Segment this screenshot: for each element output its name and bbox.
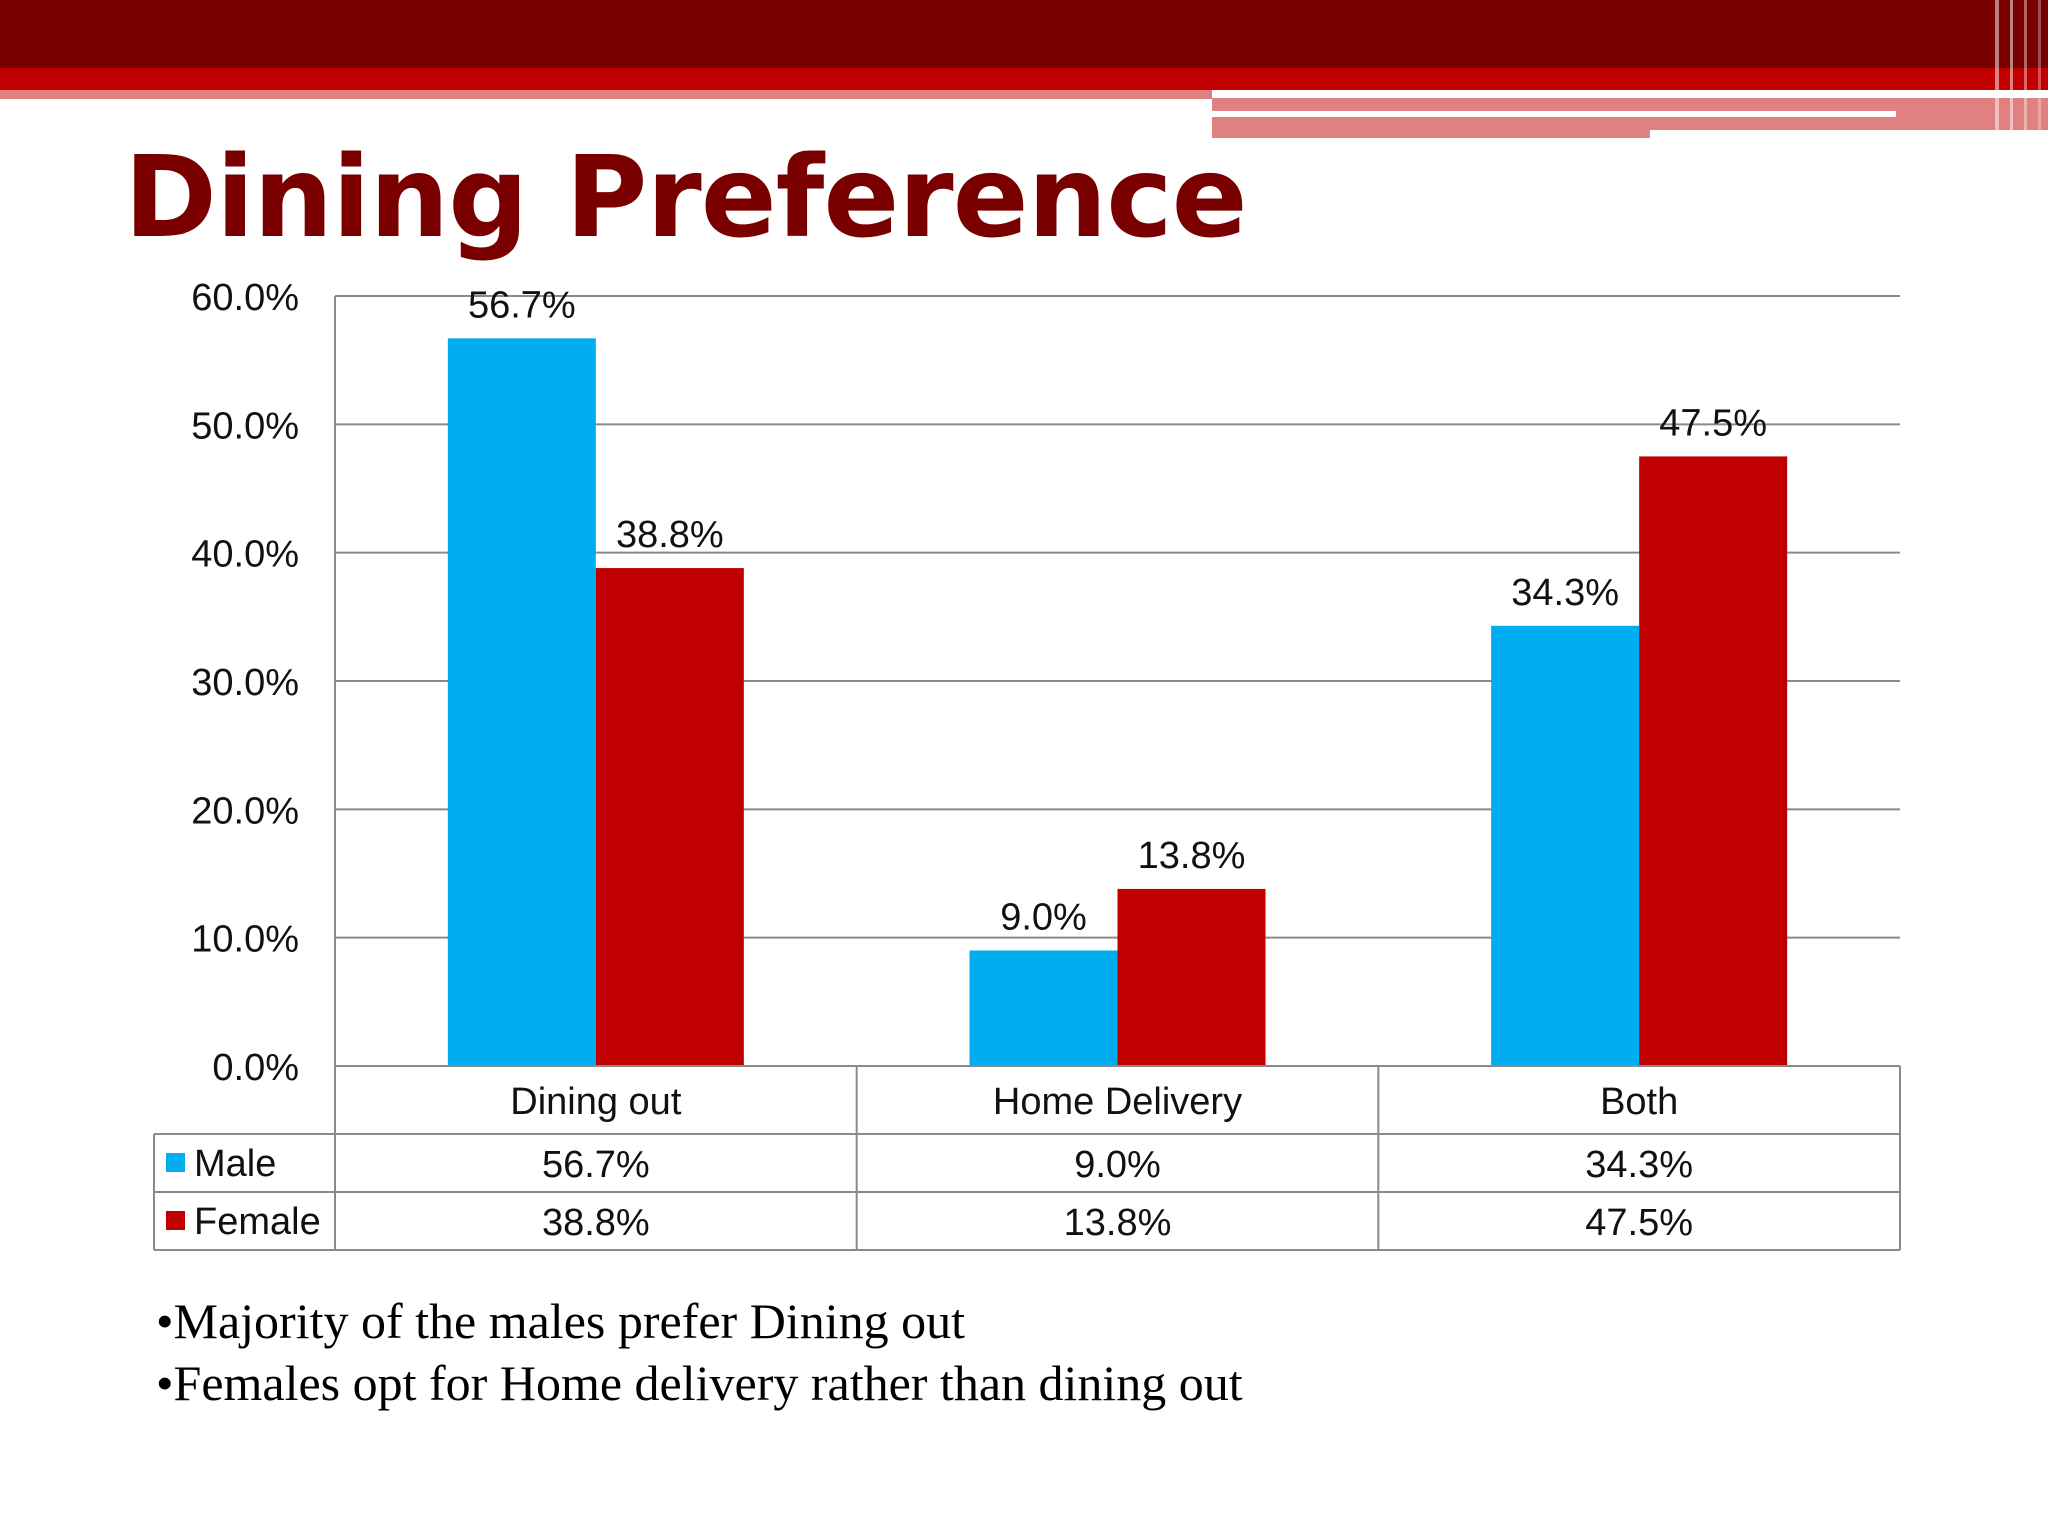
legend-swatch-male [166, 1153, 185, 1172]
legend-label: Female [194, 1201, 321, 1243]
y-axis: 0.0% 10.0% 20.0% 30.0% 40.0% 50.0% 60.0% [191, 277, 336, 1089]
data-label: 47.5% [1659, 402, 1767, 444]
data-labels: 56.7% 38.8% 9.0% 13.8% 34.3% 47.5% [468, 284, 1767, 938]
category-label: Dining out [510, 1081, 682, 1123]
data-table: Dining out Home Delivery Both Male 56.7% 9.0%… [153, 1065, 1901, 1251]
y-tick-label: 10.0% [191, 919, 299, 961]
header-bar-dark [0, 0, 2048, 68]
data-label: 56.7% [468, 284, 576, 326]
table-value: 34.3% [1585, 1144, 1693, 1186]
bullet-list: Majority of the males prefer Dining out … [156, 1290, 1243, 1414]
data-label: 9.0% [1000, 897, 1087, 939]
header-edge-1 [1995, 0, 1999, 135]
y-tick-label: 20.0% [191, 790, 299, 832]
table-value: 9.0% [1074, 1144, 1161, 1186]
data-label: 34.3% [1511, 572, 1619, 614]
y-tick-label: 30.0% [191, 662, 299, 704]
y-tick-label: 0.0% [212, 1047, 299, 1089]
category-label: Both [1600, 1081, 1678, 1123]
data-label: 38.8% [616, 514, 724, 556]
table-value: 56.7% [542, 1144, 650, 1186]
y-tick-label: 40.0% [191, 534, 299, 576]
bullet-item: Majority of the males prefer Dining out [156, 1290, 1243, 1352]
bar-female [1639, 456, 1788, 1067]
bar-male [1491, 625, 1640, 1066]
legend-swatch-female [166, 1211, 185, 1230]
header-bars [0, 0, 2048, 140]
bar-female [595, 568, 744, 1066]
bar-female [1117, 888, 1266, 1066]
y-tick-label: 50.0% [191, 405, 299, 447]
header-edge-2 [2010, 0, 2013, 135]
bars [447, 338, 1788, 1067]
header-bar-red [0, 68, 2048, 90]
data-label: 13.8% [1138, 835, 1246, 877]
header-edge-4 [2038, 0, 2041, 135]
header-stripe [1212, 111, 1896, 117]
table-value: 38.8% [542, 1202, 650, 1244]
bar-male [969, 950, 1118, 1066]
header-edge-3 [2024, 0, 2027, 135]
y-tick-label: 60.0% [191, 277, 299, 319]
header-bar-light-left [0, 90, 1212, 99]
table-value: 13.8% [1064, 1202, 1172, 1244]
header-stripe-lower [1650, 130, 2048, 140]
category-label: Home Delivery [993, 1081, 1242, 1123]
bar-male [447, 338, 596, 1067]
legend-label: Male [194, 1143, 276, 1185]
slide-title: Dining Preference [124, 133, 1248, 263]
table-value: 47.5% [1585, 1202, 1693, 1244]
bullet-item: Females opt for Home delivery rather tha… [156, 1352, 1243, 1414]
